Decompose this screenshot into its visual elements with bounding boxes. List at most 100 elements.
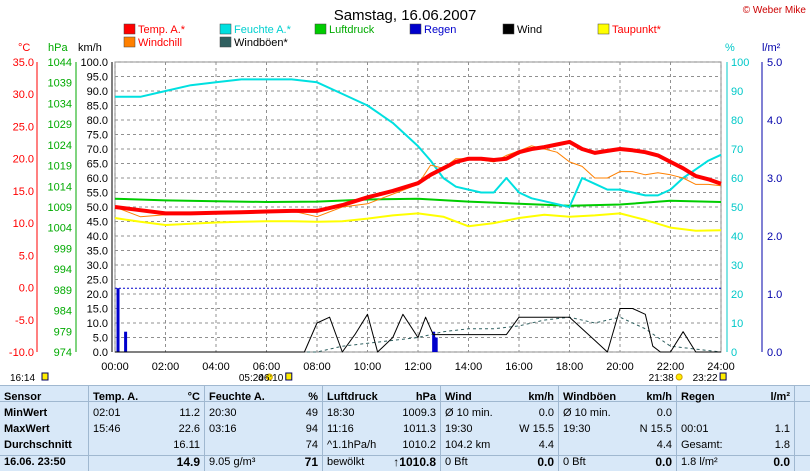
cell-value: 49 <box>305 407 318 419</box>
cell-time: 03:16 <box>209 423 237 435</box>
pressure-tick-label: 1009 <box>48 202 72 214</box>
cell-value: ↑1010.8 <box>393 455 436 469</box>
legend-swatch <box>123 36 136 48</box>
rain-unit-label: l/m² <box>762 42 781 54</box>
cell-value: 11.2 <box>179 407 200 419</box>
cell-time: 11:16 <box>327 423 354 435</box>
legend-label: Regen <box>424 24 456 36</box>
cell-value: W 15.5 <box>519 423 554 435</box>
cell-value: 0.0 <box>538 407 554 419</box>
x-tick-label: 06:00 <box>253 361 281 373</box>
pressure-tick-label: 1019 <box>48 161 72 173</box>
series-line <box>114 212 722 232</box>
x-tick-label: 02:00 <box>152 361 180 373</box>
speed-tick-label: 65.0 <box>87 159 108 171</box>
pressure-tick-label: 1014 <box>48 181 72 193</box>
x-tick-label: 22:00 <box>657 361 685 373</box>
cell-time: ^1.1hPa/h <box>327 439 377 451</box>
stats-unit: hPa <box>415 391 436 403</box>
stats-divider <box>0 385 810 386</box>
speed-tick-label: 55.0 <box>87 188 108 200</box>
speed-tick-label: 35.0 <box>87 246 108 258</box>
cell-value: 71 <box>304 455 318 469</box>
x-tick-label: 10:00 <box>354 361 382 373</box>
speed-tick-label: 100.0 <box>80 57 108 69</box>
series-line <box>115 78 722 208</box>
stats-sep <box>88 385 89 471</box>
cell-value: 16.11 <box>173 439 200 451</box>
rain-bar <box>432 331 436 352</box>
speed-tick-label: 15.0 <box>87 304 108 316</box>
pressure-tick-label: 1004 <box>48 223 72 235</box>
copyright: © Weber Mike <box>743 5 807 16</box>
stats-unit: % <box>308 391 318 403</box>
temp-tick-label: 5.0 <box>19 250 34 262</box>
cell-value: 94 <box>305 423 318 435</box>
rain-bar <box>434 337 438 352</box>
event-time: 06:10 <box>258 373 283 384</box>
rain-tick-label: 1.0 <box>767 289 782 301</box>
row-label: MinWert <box>4 407 48 419</box>
humidity-tick-label: 40 <box>731 231 743 243</box>
rain-bar <box>116 288 120 352</box>
speed-tick-label: 0.0 <box>93 347 108 359</box>
cell-time: 19:30 <box>445 423 473 435</box>
rain-tick-label: 2.0 <box>767 231 782 243</box>
temp-tick-label: 35.0 <box>13 57 34 69</box>
rain-tick-label: 0.0 <box>767 347 782 359</box>
speed-tick-label: 10.0 <box>87 318 108 330</box>
legend-swatch <box>409 23 422 35</box>
cell-value: 14.9 <box>176 455 200 469</box>
stats-unit: °C <box>187 391 200 403</box>
cell-time: 15:46 <box>93 423 121 435</box>
cell-time: Ø 10 min. <box>563 407 611 419</box>
pressure-tick-label: 984 <box>54 306 72 318</box>
rain-tick-label: 3.0 <box>767 173 782 185</box>
legend-label: Windböen* <box>234 37 289 49</box>
cell-time: 1.8 l/m² <box>681 456 718 468</box>
cell-value: 1.1 <box>774 423 790 435</box>
rain-tick-label: 5.0 <box>767 57 782 69</box>
temp-tick-label: -10.0 <box>9 347 34 359</box>
temp-tick-label: 10.0 <box>13 218 34 230</box>
cell-value: 1010.2 <box>402 439 436 451</box>
speed-tick-label: 30.0 <box>87 260 108 272</box>
speed-unit-label: km/h <box>78 42 102 54</box>
stats-unit: km/h <box>528 391 554 403</box>
moon-icon <box>719 372 727 381</box>
stats-head: Wind <box>445 391 472 403</box>
stats-sep <box>322 385 323 471</box>
x-tick-label: 04:00 <box>202 361 230 373</box>
humidity-tick-label: 100 <box>731 57 749 69</box>
event-time: 16:14 <box>10 373 35 384</box>
legend-swatch <box>597 23 610 35</box>
pressure-tick-label: 994 <box>54 264 72 276</box>
series-line <box>114 139 722 216</box>
x-tick-label: 24:00 <box>707 361 735 373</box>
series-line <box>115 308 721 353</box>
humidity-tick-label: 70 <box>731 144 743 156</box>
event-time: 05:24 <box>239 373 264 384</box>
cell-time: 9.05 g/m³ <box>209 456 256 468</box>
speed-tick-label: 75.0 <box>87 130 108 142</box>
pressure-tick-label: 1024 <box>48 140 72 152</box>
legend-swatch <box>219 36 232 48</box>
legend-label: Taupunkt* <box>612 24 662 36</box>
stats-col-gust: Windböen km/h Ø 10 min. 0.0 19:30 N 15.5 4.… <box>559 385 676 471</box>
cell-value: 0.0 <box>656 407 672 419</box>
legend-swatch <box>123 23 136 35</box>
speed-tick-label: 95.0 <box>87 72 108 84</box>
humidity-tick-label: 50 <box>731 202 743 214</box>
stats-col-pressure: Luftdruck hPa 18:30 1009.3 11:16 1011.3 ^1.… <box>323 385 440 471</box>
stats-col-sensor: Sensor MinWert MaxWert Durchschnitt 16.0… <box>0 385 88 471</box>
x-tick-label: 18:00 <box>556 361 584 373</box>
stats-head: Sensor <box>4 391 42 403</box>
cell-value: 0.0 <box>655 455 672 469</box>
speed-tick-label: 50.0 <box>87 202 108 214</box>
x-tick-label: 08:00 <box>303 361 331 373</box>
cell-time: Gesamt: <box>681 439 723 451</box>
stats-head: Luftdruck <box>327 391 378 403</box>
cell-time: bewölkt <box>327 456 365 468</box>
pressure-tick-label: 1034 <box>48 98 72 110</box>
speed-tick-label: 20.0 <box>87 289 108 301</box>
